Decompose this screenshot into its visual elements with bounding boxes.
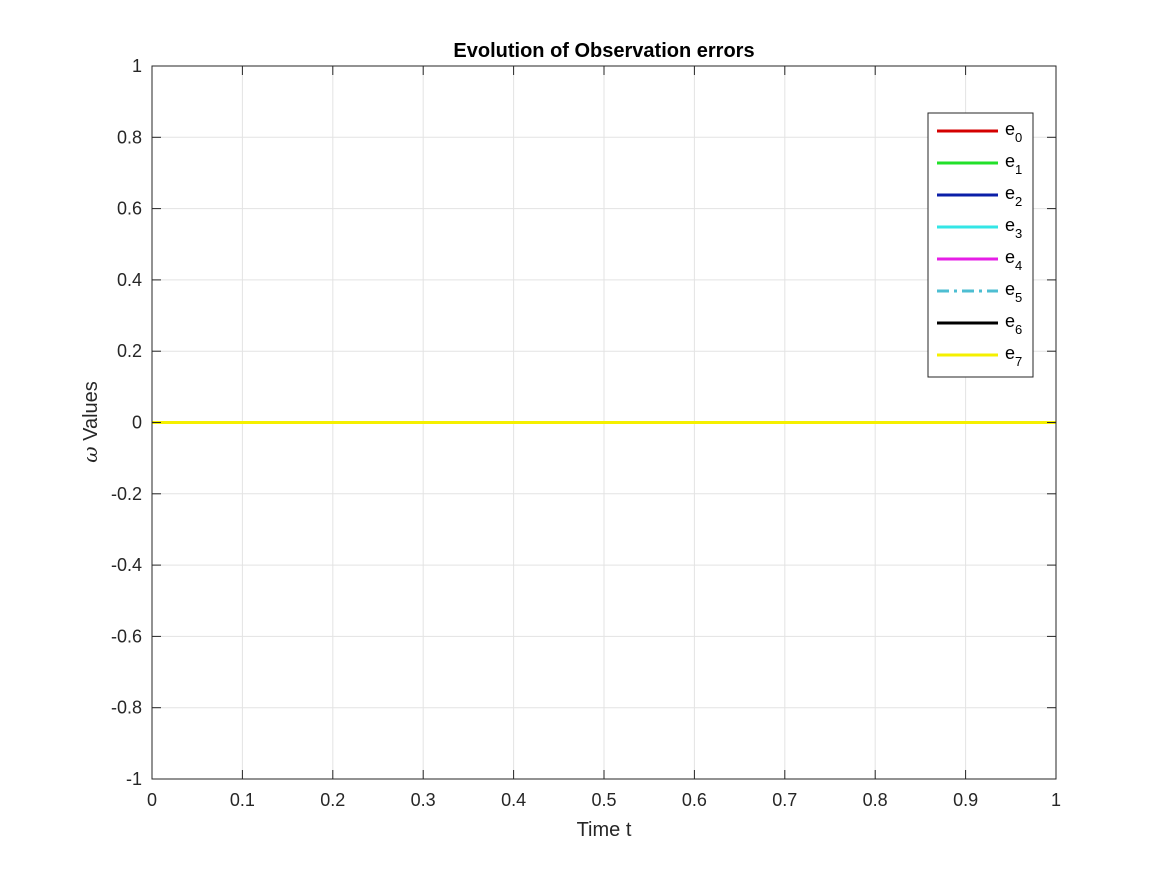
y-axis-label: ω Values: [78, 381, 102, 463]
y-tick-label: 0.6: [117, 199, 142, 219]
legend-items: e0 e1 e2 e3 e4 e5 e6 e7: [937, 119, 1022, 369]
y-axis-label-text: Values: [80, 381, 102, 446]
x-tick-label: 0.7: [772, 790, 797, 810]
legend-label-e2: e2: [1005, 183, 1022, 209]
x-tick-label: 0.2: [320, 790, 345, 810]
x-tick-label: 0: [147, 790, 157, 810]
legend-label-e3: e3: [1005, 215, 1022, 241]
y-tick-label: -0.4: [111, 555, 142, 575]
legend-label-e7: e7: [1005, 343, 1022, 369]
y-tick-label: -1: [126, 769, 142, 789]
x-tick-label: 0.8: [863, 790, 888, 810]
y-tick-labels: -1 -0.8 -0.6 -0.4 -0.2 0 0.2 0.4 0.6 0.8 1: [111, 56, 142, 789]
y-tick-label: 0.8: [117, 127, 142, 147]
legend-label-e1: e1: [1005, 151, 1022, 177]
x-tick-label: 0.1: [230, 790, 255, 810]
x-tick-label: 0.3: [411, 790, 436, 810]
legend: e0 e1 e2 e3 e4 e5 e6 e7: [927, 112, 1034, 378]
y-tick-label: -0.6: [111, 626, 142, 646]
legend-label-e5: e5: [1005, 279, 1022, 305]
y-axis-label-symbol: ω: [78, 446, 102, 462]
x-tick-label: 0.9: [953, 790, 978, 810]
chart-title: Evolution of Observation errors: [453, 40, 754, 62]
y-tick-label: 0.2: [117, 341, 142, 361]
legend-label-e0: e0: [1005, 119, 1022, 145]
x-tick-label: 0.4: [501, 790, 526, 810]
x-tick-label: 0.6: [682, 790, 707, 810]
legend-label-e4: e4: [1005, 247, 1022, 273]
y-tick-label: -0.8: [111, 698, 142, 718]
x-tick-label: 1: [1051, 790, 1061, 810]
x-axis-label: Time t: [577, 819, 632, 841]
y-tick-label: 1: [132, 56, 142, 76]
legend-box: [927, 112, 1034, 378]
x-tick-label: 0.5: [591, 790, 616, 810]
legend-label-e6: e6: [1005, 311, 1022, 337]
axis-ticks: [151, 65, 1057, 780]
y-tick-label: 0.4: [117, 270, 142, 290]
y-tick-label: -0.2: [111, 484, 142, 504]
x-tick-labels: 0 0.1 0.2 0.3 0.4 0.5 0.6 0.7 0.8 0.9 1: [147, 790, 1061, 810]
y-tick-label: 0: [132, 413, 142, 433]
